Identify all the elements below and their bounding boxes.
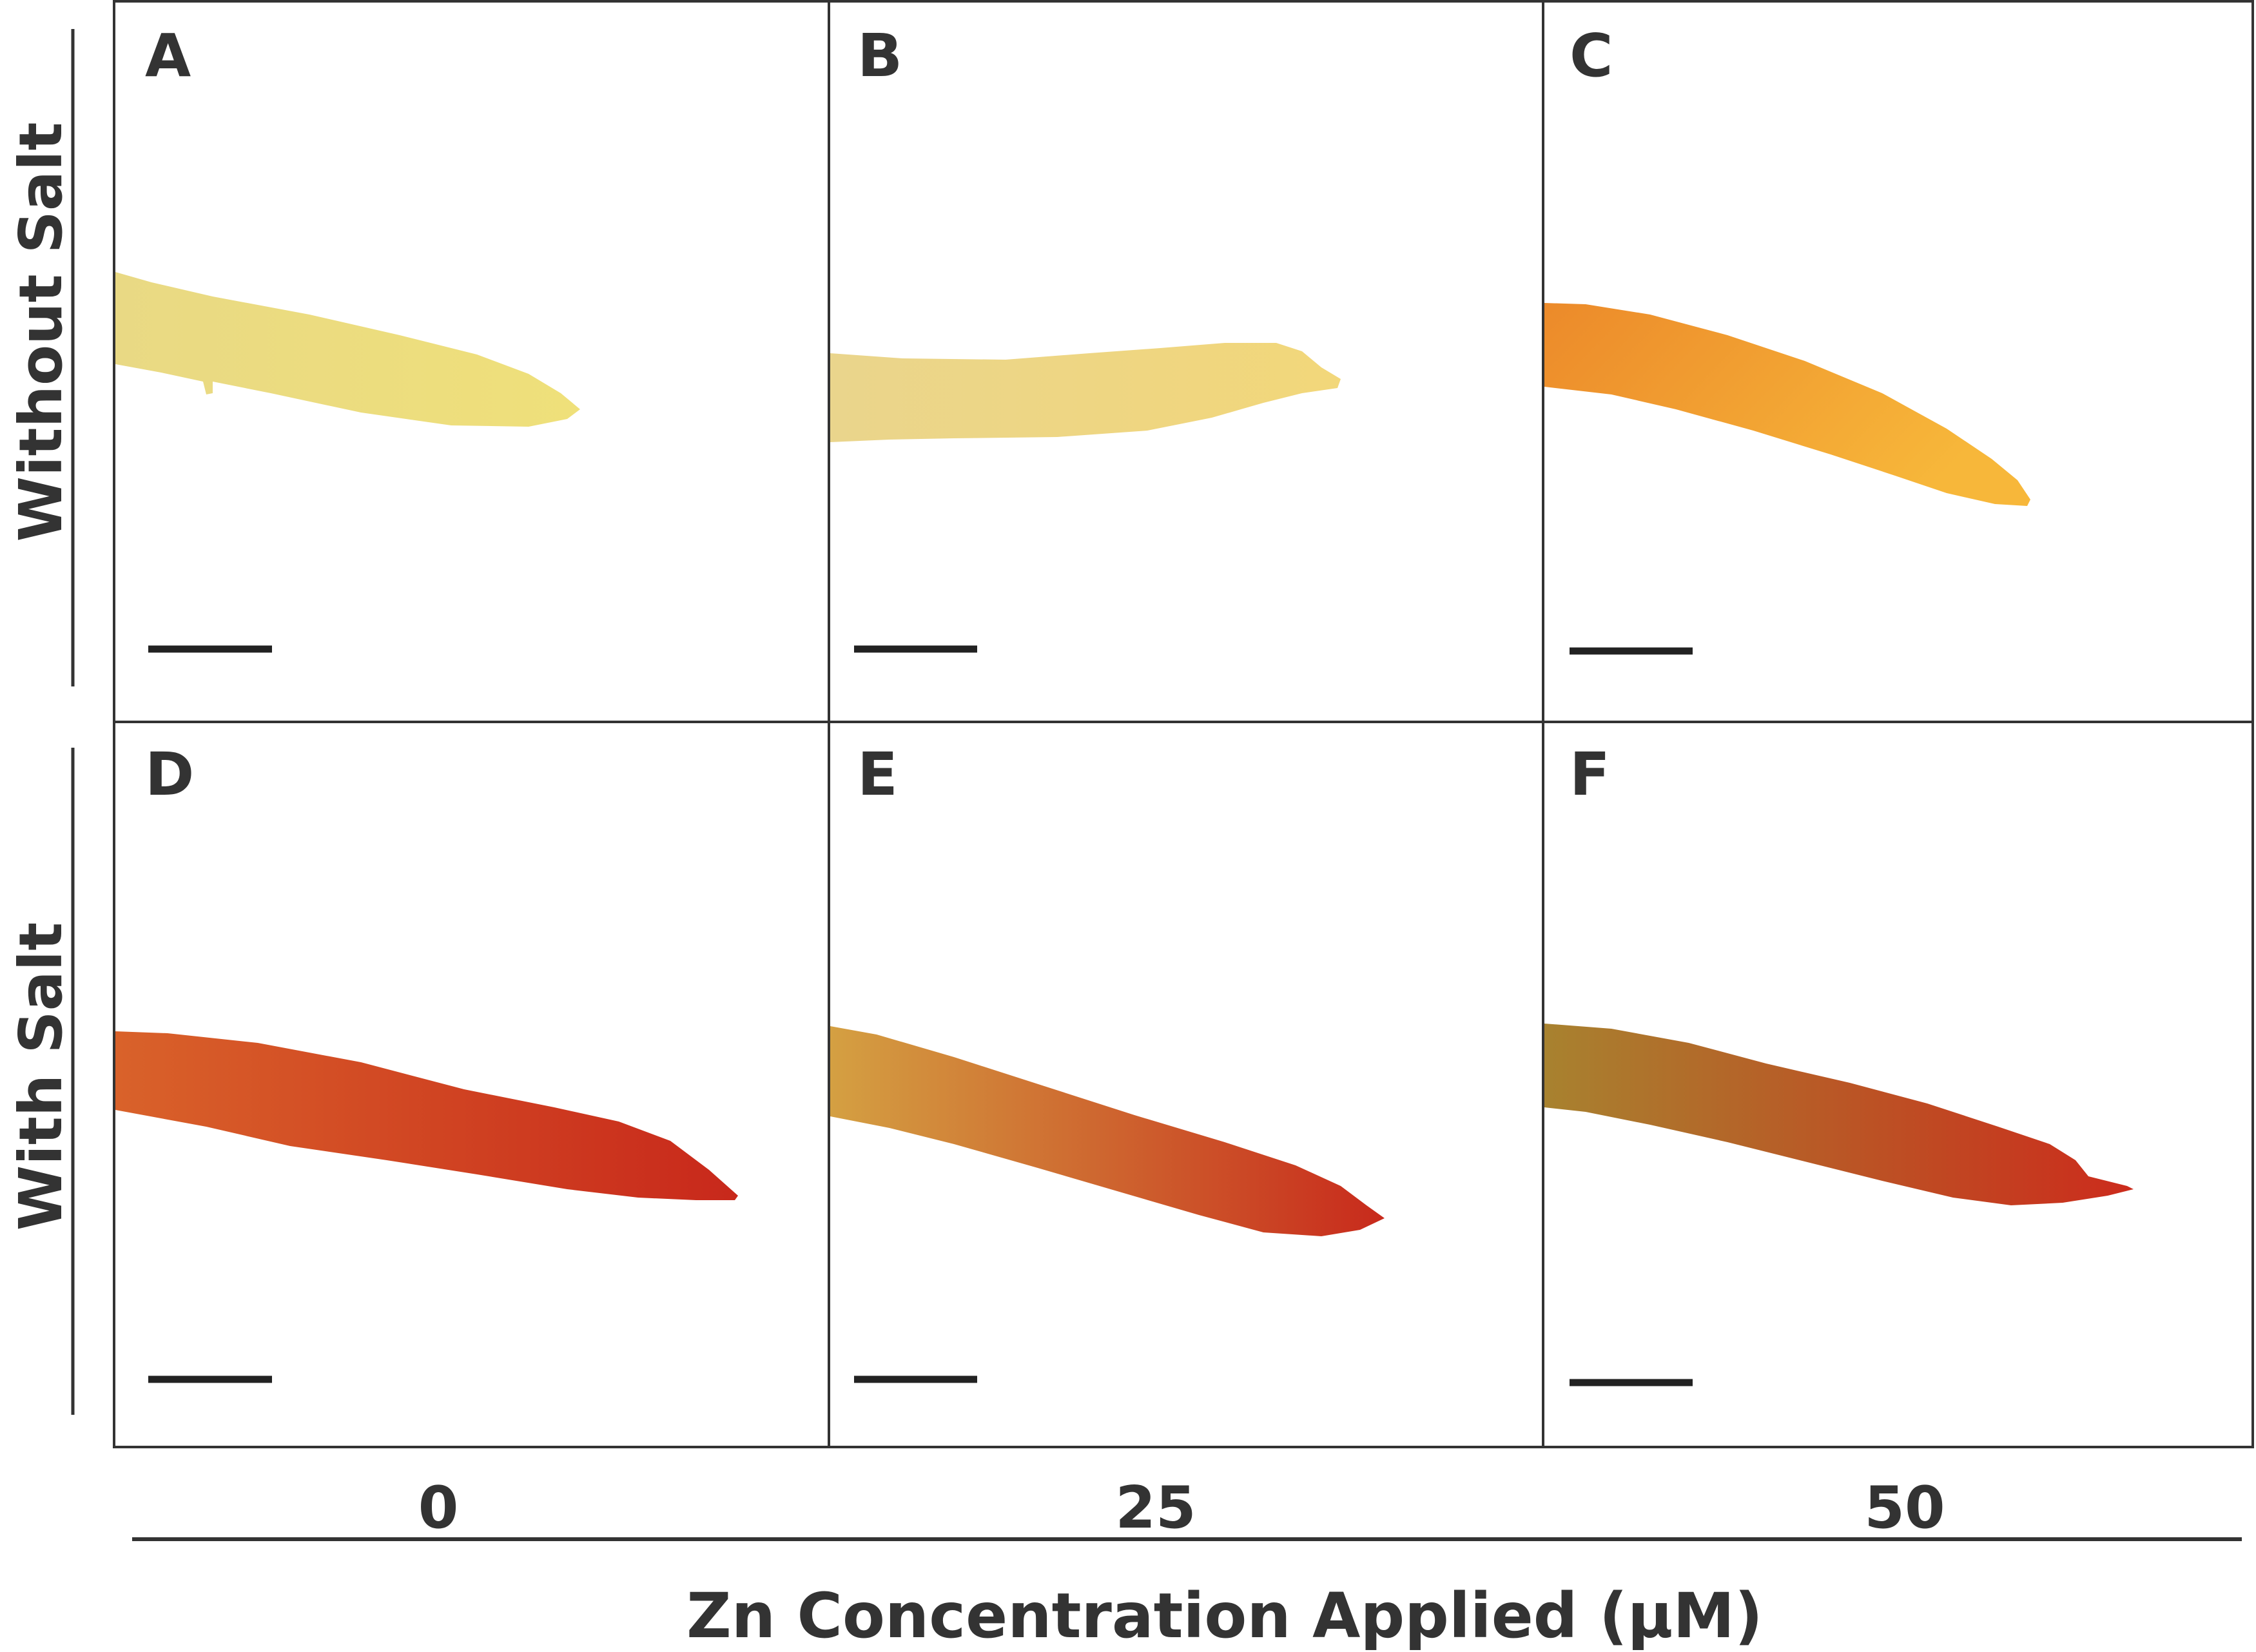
panel-letter-e: E bbox=[857, 740, 898, 809]
root-image-a bbox=[115, 272, 580, 427]
root-image-e bbox=[830, 1026, 1385, 1236]
panel-b: B bbox=[830, 21, 1341, 653]
panel-letter-a: A bbox=[145, 21, 191, 90]
root-image-c bbox=[1544, 303, 2030, 506]
panel-e: E bbox=[830, 740, 1385, 1383]
row-label-without-salt: Without Salt bbox=[6, 122, 75, 541]
panel-c: C bbox=[1544, 21, 2030, 655]
x-axis-title: Zn Concentration Applied (µM) bbox=[686, 1580, 1763, 1652]
row-labels: Without Salt With Salt bbox=[6, 29, 75, 1415]
panel-grid bbox=[113, 0, 2254, 1448]
panel-letter-c: C bbox=[1570, 21, 1613, 90]
panel-a: A bbox=[115, 21, 580, 653]
x-tick-label-0: 0 bbox=[418, 1474, 459, 1542]
grid-outer-border bbox=[113, 0, 2254, 1448]
x-tick-label-50: 50 bbox=[1864, 1474, 1945, 1542]
x-tick-label-25: 25 bbox=[1115, 1474, 1196, 1542]
panel-letter-d: D bbox=[145, 740, 194, 809]
x-axis: 0 25 50 Zn Concentration Applied (µM) bbox=[132, 1474, 2242, 1652]
panel-letter-b: B bbox=[857, 21, 902, 90]
root-image-f bbox=[1544, 1024, 2134, 1205]
panel-f: F bbox=[1544, 740, 2134, 1386]
panel-d: D bbox=[115, 740, 738, 1383]
root-image-d bbox=[115, 1031, 738, 1200]
row-label-with-salt: With Salt bbox=[6, 922, 75, 1230]
panel-letter-f: F bbox=[1570, 740, 1610, 809]
root-image-b bbox=[830, 343, 1341, 442]
